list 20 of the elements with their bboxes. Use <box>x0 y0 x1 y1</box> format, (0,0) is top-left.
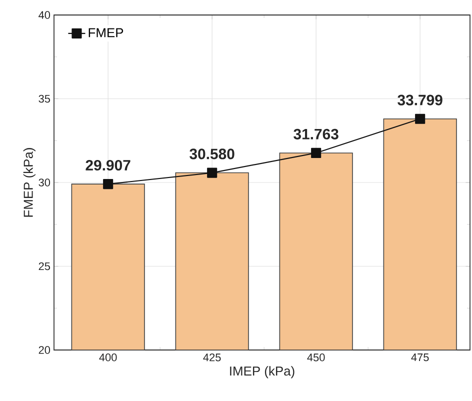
x-axis-title: IMEP (kPa) <box>230 366 294 378</box>
x-tick-label: 425 <box>203 354 221 362</box>
x-tick-label: 450 <box>307 354 325 362</box>
point <box>103 179 114 190</box>
data-label: 30.580 <box>190 148 234 160</box>
y-tick-label: 20 <box>38 346 50 354</box>
y-axis-title: FMEP (kPa) <box>23 148 36 217</box>
data-label: 31.763 <box>294 128 338 140</box>
legend-label: FMEP <box>88 28 124 38</box>
x-tick-label: 475 <box>411 354 429 362</box>
y-tick-label: 40 <box>38 11 50 19</box>
y-tick-label: 35 <box>38 94 50 103</box>
y-tick-label: 30 <box>38 178 50 186</box>
data-label: 29.907 <box>86 160 130 171</box>
x-tick-label: 400 <box>99 354 117 362</box>
point <box>207 168 218 178</box>
point <box>415 114 426 124</box>
y-tick-label: 25 <box>38 262 50 270</box>
point <box>311 148 322 158</box>
data-label: 33.799 <box>398 94 442 106</box>
